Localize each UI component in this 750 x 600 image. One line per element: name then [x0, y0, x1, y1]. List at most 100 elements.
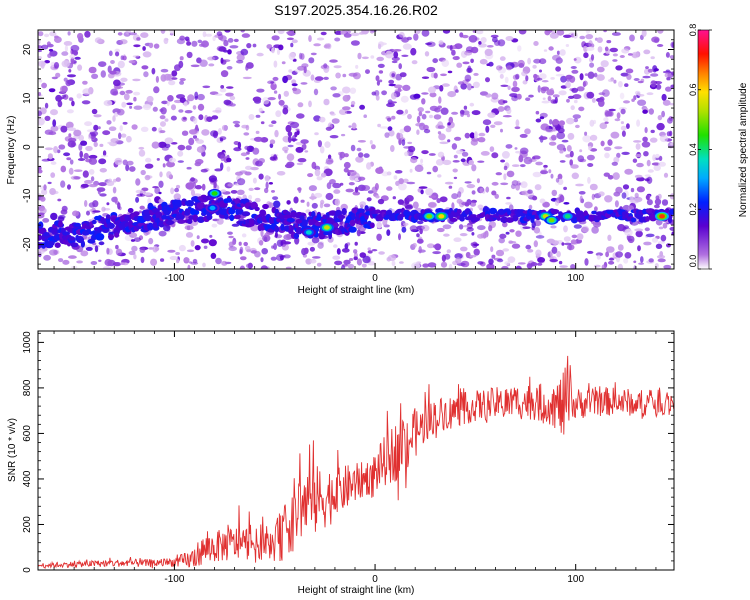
spectrogram-cell [557, 173, 563, 180]
spectrogram-cell [120, 133, 127, 138]
spectrogram-cell [391, 260, 396, 267]
spectrogram-cell [60, 125, 68, 133]
spectrogram-cell [642, 75, 651, 79]
spectrogram-cell [455, 257, 462, 264]
spectrogram-cell [363, 153, 370, 158]
spectrogram-cell [41, 44, 49, 50]
spectrogram-cell [228, 235, 234, 239]
spectrogram-cell [551, 134, 557, 141]
spectrogram-cell [352, 191, 361, 196]
spectrogram-cell [453, 154, 458, 159]
spectrogram-band-cell [293, 232, 300, 240]
spectrogram-cell [539, 69, 542, 73]
spectrogram-cell [533, 240, 538, 248]
spectrogram-cell [615, 65, 623, 71]
spectrogram-cell [325, 126, 333, 131]
spectrogram-cell [212, 110, 222, 113]
spectrogram-cell [612, 59, 618, 62]
spectrogram-cell [256, 52, 264, 57]
spectrogram-cell [341, 133, 346, 137]
spectrogram-cell [269, 139, 276, 145]
spectrogram-cell [454, 43, 463, 50]
spectrogram-cell [578, 191, 586, 195]
spectrogram-cell [229, 103, 236, 107]
spectrogram-cell [473, 72, 479, 76]
spectrogram-cell [325, 192, 334, 201]
spectrogram-band-cell [51, 228, 59, 235]
spectrogram-cell [40, 185, 44, 190]
spectrogram-band-cell [68, 236, 76, 241]
spectrogram-cell [231, 240, 236, 246]
spectrogram-cell [443, 233, 450, 237]
spectrogram-cell [535, 110, 540, 115]
spectrogram-cell [617, 224, 626, 232]
spectrogram-cell [424, 51, 430, 57]
spectrogram-cell [50, 109, 58, 116]
spectrogram-cell [421, 150, 429, 155]
spectrogram-cell [407, 146, 412, 149]
spectrogram-cell [116, 108, 125, 116]
spectrogram-cell [470, 58, 474, 63]
spectrogram-cell [99, 143, 104, 147]
spectrogram-cell [293, 196, 299, 204]
spectrogram-cell [515, 150, 521, 154]
spectrogram-cell [448, 185, 453, 189]
spectrogram-cell [535, 249, 542, 257]
spectrogram-cell [73, 50, 79, 56]
spectrogram-cell [120, 55, 124, 60]
spectrogram-cell [140, 256, 145, 264]
spectrogram-cell [332, 182, 342, 189]
spectrogram-cell [286, 31, 292, 35]
spectrogram-cell [537, 85, 541, 93]
spectrogram-cell [66, 109, 74, 114]
spectrogram-cell [195, 158, 204, 165]
spectrogram-cell [600, 140, 605, 147]
spectrogram-cell [284, 150, 288, 154]
spectrogram-cell [153, 43, 160, 49]
spectrogram-cell [93, 114, 102, 118]
y-tick-label: 600 [22, 425, 33, 442]
spectrogram-cell [439, 141, 449, 145]
spectrogram-cell [72, 210, 79, 217]
spectrogram-cell [220, 85, 225, 89]
spectrogram-cell [44, 115, 51, 121]
spectrogram-cell [384, 132, 390, 138]
spectrogram-cell [264, 175, 270, 182]
spectrogram-cell [79, 150, 83, 159]
spectrogram-cell [617, 263, 623, 269]
spectrogram-band-cell [330, 210, 336, 216]
spectrogram-cell [638, 94, 645, 97]
spectrogram-cell [133, 237, 141, 243]
spectrogram-cell [122, 121, 128, 125]
spectrogram-cell [459, 32, 464, 38]
spectrogram-cell [114, 48, 120, 53]
spectrogram-cell [422, 124, 429, 131]
spectrogram-cell [206, 116, 213, 122]
spectrogram-cell [155, 75, 159, 83]
spectrogram-cell [291, 79, 297, 85]
spectrogram-cell [158, 191, 162, 195]
spectrogram-cell [319, 202, 324, 209]
spectrogram-cell [570, 105, 575, 111]
spectrogram-cell [473, 243, 480, 247]
spectrogram-cell [593, 264, 601, 268]
spectrogram-cell [316, 176, 323, 181]
spectrogram-cell [549, 119, 553, 125]
spectrogram-cell [220, 154, 225, 162]
spectrogram-cell [70, 44, 80, 52]
spectrogram-cell [292, 87, 298, 92]
spectrogram-cell [551, 189, 558, 197]
spectrogram-cell [309, 196, 317, 200]
spectrogram-cell [38, 193, 42, 196]
spectrogram-cell [445, 127, 452, 133]
spectrogram-hotspot [305, 230, 312, 235]
spectrogram-cell [138, 210, 143, 214]
spectrogram-cell [576, 86, 585, 92]
spectrogram-cell [207, 56, 216, 61]
spectrogram-cell [518, 63, 525, 68]
spectrogram-cell [512, 80, 518, 88]
spectrogram-cell [133, 44, 141, 48]
spectrogram-cell [540, 170, 549, 175]
spectrogram-cell [485, 77, 490, 83]
spectrogram-cell [399, 261, 404, 264]
